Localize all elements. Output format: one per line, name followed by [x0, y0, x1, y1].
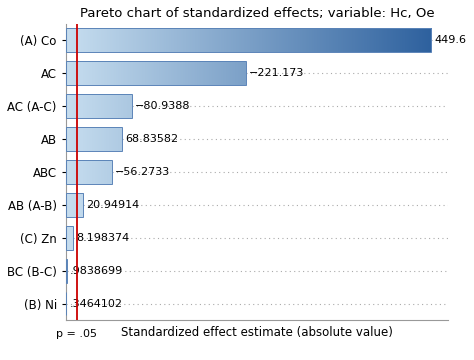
Bar — [66, 94, 132, 118]
Text: .9838699: .9838699 — [70, 266, 123, 276]
Text: 449.6: 449.6 — [435, 35, 466, 45]
Text: p = .05: p = .05 — [56, 329, 97, 339]
Text: 20.94914: 20.94914 — [86, 200, 139, 210]
Text: −221.173: −221.173 — [249, 68, 304, 78]
Bar — [66, 226, 73, 249]
Bar — [66, 160, 111, 184]
Bar — [66, 259, 67, 283]
Bar — [66, 28, 431, 52]
Text: 68.83582: 68.83582 — [125, 134, 178, 144]
Bar — [66, 193, 83, 217]
X-axis label: Standardized effect estimate (absolute value): Standardized effect estimate (absolute v… — [121, 325, 393, 339]
Text: −56.2733: −56.2733 — [115, 167, 170, 177]
Text: .3464102: .3464102 — [69, 298, 122, 309]
Bar — [66, 62, 246, 85]
Text: 8.198374: 8.198374 — [76, 233, 129, 243]
Title: Pareto chart of standardized effects; variable: Hc, Oe: Pareto chart of standardized effects; va… — [80, 7, 434, 20]
Text: −80.9388: −80.9388 — [135, 101, 191, 111]
Bar — [66, 127, 122, 151]
